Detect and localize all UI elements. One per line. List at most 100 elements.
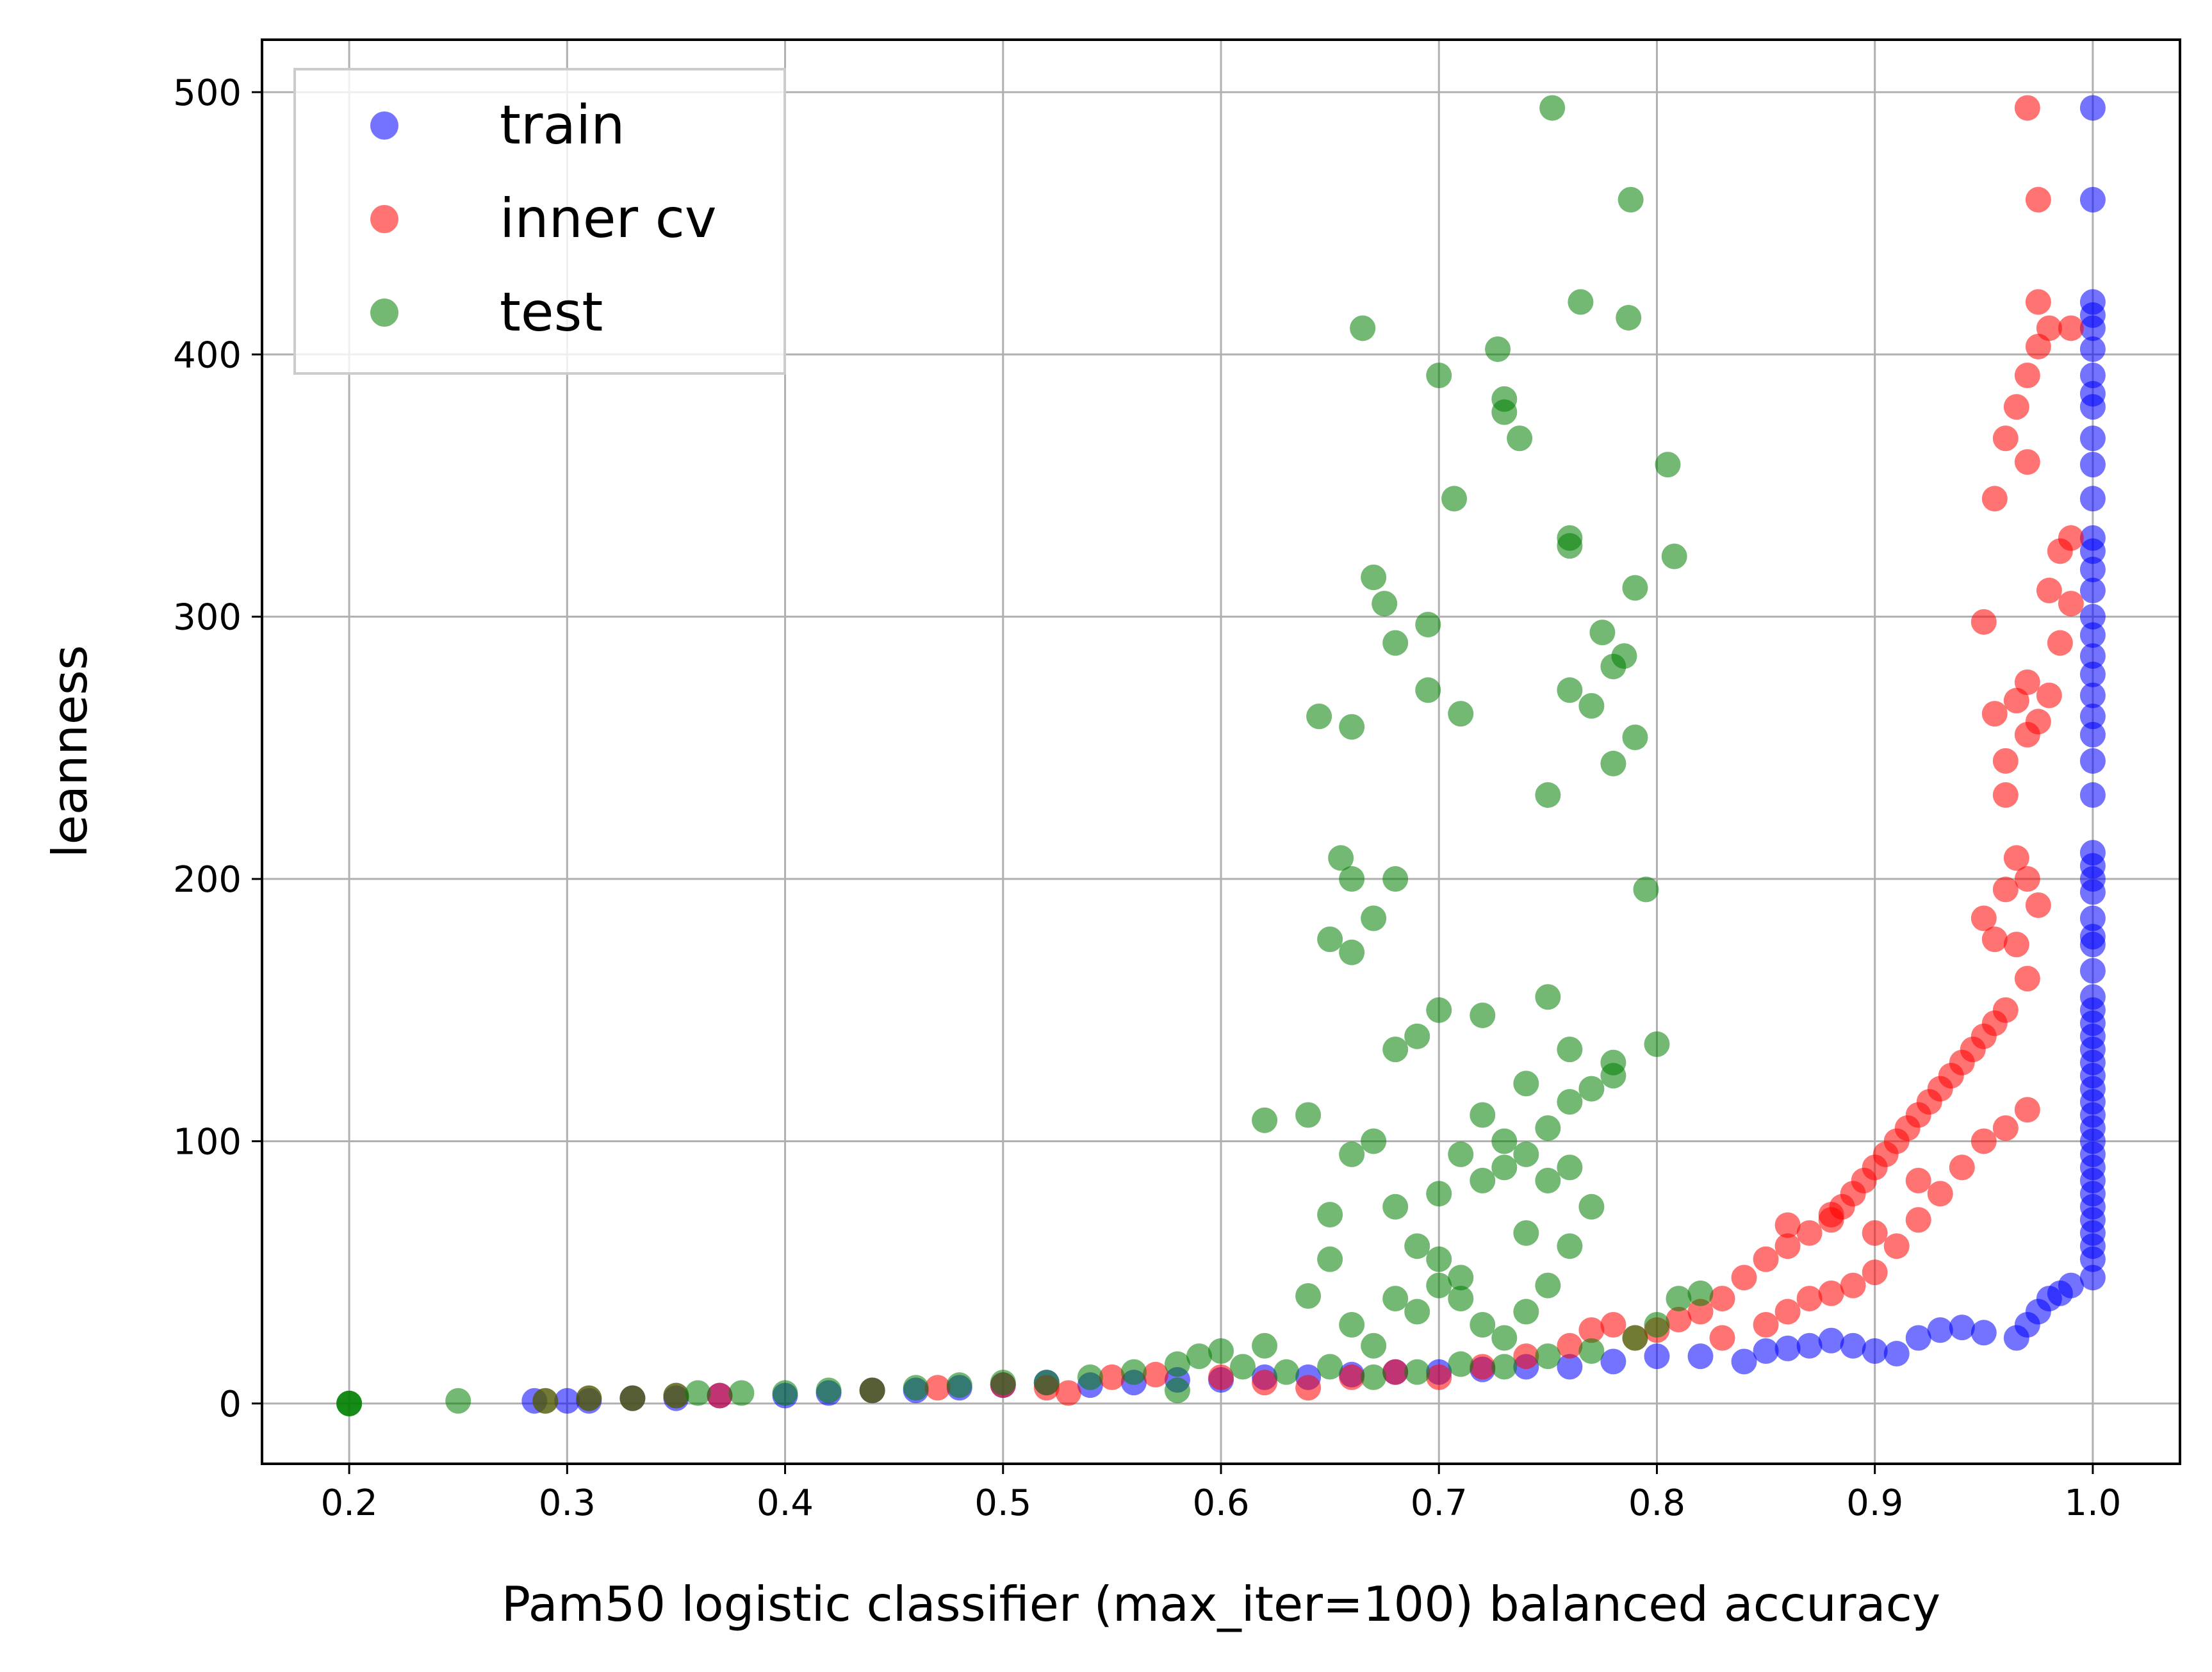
x-axis-ticks: 0.2 0.3 0.4 0.5 0.6 0.7 0.8 0.9 1.0 (321, 1464, 2121, 1524)
data-point (1317, 1202, 1343, 1228)
data-point (336, 1390, 363, 1416)
data-point (1883, 1341, 1910, 1367)
data-point (554, 1388, 580, 1414)
data-point (2003, 394, 2029, 420)
data-point (1535, 1272, 1561, 1299)
data-point (1578, 1076, 1605, 1102)
data-point (1862, 1220, 1888, 1246)
data-point (1970, 609, 1997, 635)
data-point (1426, 997, 1452, 1023)
data-point (663, 1382, 689, 1409)
data-point (2079, 782, 2106, 808)
data-point (1513, 1299, 1539, 1325)
data-point (1513, 1343, 1539, 1370)
data-point (576, 1385, 602, 1411)
data-point (1339, 1312, 1365, 1338)
data-point (1252, 1370, 1278, 1396)
data-point (1568, 289, 1594, 315)
data-point (2079, 452, 2106, 478)
data-point (1295, 1283, 1322, 1309)
data-point (1992, 876, 2019, 903)
data-point (1539, 95, 1566, 121)
data-point (1883, 1233, 1910, 1259)
data-point (1622, 724, 1648, 750)
data-point (990, 1370, 1016, 1396)
data-point (1513, 1220, 1539, 1246)
data-point (2014, 449, 2040, 475)
data-point (1404, 1359, 1430, 1385)
data-point (1731, 1348, 1757, 1375)
data-point (1600, 750, 1626, 776)
data-point (1557, 1154, 1583, 1181)
data-point (2036, 682, 2062, 709)
data-point (1557, 1089, 1583, 1115)
data-point (1372, 591, 1398, 617)
data-point (1818, 1202, 1844, 1228)
data-point (1448, 1351, 1474, 1377)
legend-label: test (500, 281, 603, 343)
x-tick-label: 0.5 (974, 1482, 1031, 1524)
data-point (2079, 336, 2106, 363)
data-point (1535, 1343, 1561, 1370)
data-point (1557, 533, 1583, 559)
data-point (1448, 1265, 1474, 1291)
data-point (1949, 1315, 1975, 1341)
data-point (1033, 1370, 1060, 1396)
data-point (2025, 892, 2051, 918)
data-point (1491, 1154, 1518, 1181)
data-point (685, 1380, 711, 1406)
data-point (1415, 611, 1441, 637)
series-inner-cv (532, 95, 2084, 1414)
data-point (1633, 876, 1659, 903)
data-point (1491, 1128, 1518, 1154)
data-point (1970, 1128, 1997, 1154)
data-point (2014, 866, 2040, 892)
y-axis-label: leanness (42, 645, 98, 858)
data-point (1317, 1246, 1343, 1272)
data-point (1949, 1154, 1975, 1181)
x-tick-label: 0.8 (1628, 1482, 1685, 1524)
legend: train inner cv test (293, 68, 786, 375)
data-point (1470, 1002, 1496, 1028)
data-point (1252, 1332, 1278, 1359)
data-point (1774, 1299, 1801, 1325)
data-point (1448, 701, 1474, 727)
data-point (2079, 682, 2106, 709)
data-point (1981, 926, 2008, 953)
data-point (2036, 577, 2062, 603)
data-point (1339, 714, 1365, 740)
data-point (2036, 315, 2062, 341)
data-point (1622, 1325, 1648, 1351)
data-point (1992, 1115, 2019, 1141)
data-point (1644, 1312, 1670, 1338)
data-point (1774, 1212, 1801, 1238)
data-point (1905, 1167, 1931, 1193)
data-point (1818, 1280, 1844, 1306)
data-point (1507, 425, 1533, 452)
data-point (2079, 577, 2106, 603)
data-point (1644, 1343, 1670, 1370)
data-point (1840, 1272, 1866, 1299)
data-point (903, 1375, 929, 1401)
legend-items: train inner cv test (370, 94, 717, 343)
data-point (2003, 845, 2029, 871)
data-point (1666, 1286, 1692, 1312)
data-point (1818, 1327, 1844, 1354)
data-point (1306, 703, 1332, 730)
y-tick-label: 100 (173, 1121, 242, 1163)
data-point (1382, 1037, 1409, 1063)
data-point (2079, 381, 2106, 407)
data-point (1339, 939, 1365, 965)
data-point (1687, 1280, 1714, 1306)
data-point (1274, 1359, 1300, 1385)
data-point (1970, 1320, 1997, 1346)
data-point (1535, 782, 1561, 808)
data-point (1448, 1141, 1474, 1167)
data-point (1905, 1207, 1931, 1233)
data-point (1774, 1233, 1801, 1259)
data-point (1557, 1233, 1583, 1259)
data-point (924, 1375, 951, 1401)
data-point (2014, 965, 2040, 992)
data-point (859, 1377, 885, 1404)
data-point (1208, 1338, 1234, 1364)
